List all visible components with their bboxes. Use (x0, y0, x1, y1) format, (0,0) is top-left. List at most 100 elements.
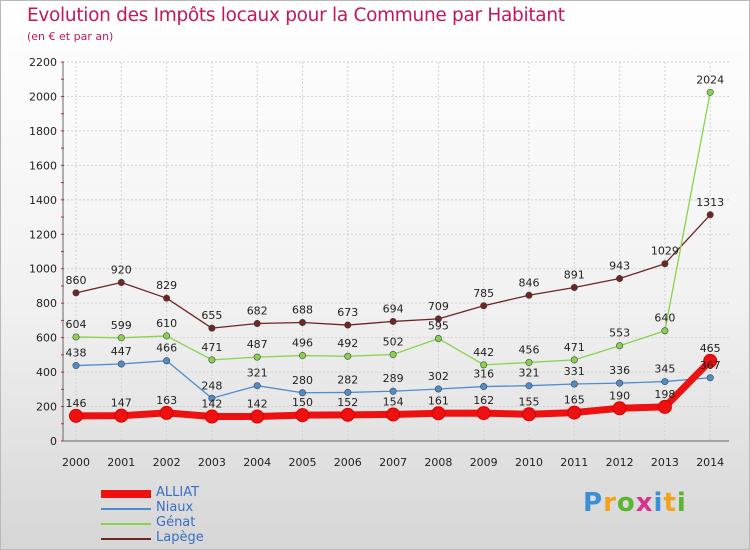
data-point (661, 327, 669, 335)
data-label: 2024 (696, 73, 724, 86)
data-label: 466 (156, 342, 177, 355)
data-label: 595 (428, 319, 449, 332)
data-label: 492 (337, 337, 358, 350)
data-point (344, 321, 352, 329)
data-point (163, 294, 171, 302)
y-tick-label: 200 (36, 401, 57, 414)
data-point (480, 383, 488, 391)
data-point (117, 334, 125, 342)
legend-swatch (101, 508, 151, 510)
legend-swatch (101, 538, 151, 540)
data-point (250, 409, 265, 424)
data-label: 147 (111, 397, 132, 410)
data-point (253, 320, 261, 328)
data-label: 161 (428, 394, 449, 407)
legend-item: ALLIAT (101, 485, 301, 502)
legend: ALLIAT Niaux Génat Lapège (101, 485, 301, 547)
data-label: 198 (654, 388, 675, 401)
y-tick-label: 1000 (29, 263, 57, 276)
data-label: 280 (292, 374, 313, 387)
data-point (434, 385, 442, 393)
data-point (389, 317, 397, 325)
y-tick-label: 1800 (29, 125, 57, 138)
x-tick-label: 2004 (243, 456, 271, 469)
data-point (522, 407, 536, 422)
x-tick-label: 2002 (153, 456, 181, 469)
data-label: 163 (156, 394, 177, 407)
data-point (204, 409, 219, 424)
data-label: 316 (473, 368, 494, 381)
data-label: 447 (111, 345, 132, 358)
data-point (616, 275, 624, 283)
series-layer (69, 88, 718, 424)
data-label: 688 (292, 303, 313, 316)
x-tick-label: 2001 (107, 456, 135, 469)
data-point (476, 406, 491, 421)
data-label: 142 (201, 398, 222, 411)
x-tick-label: 2011 (560, 456, 588, 469)
data-point (612, 401, 627, 416)
data-label: 943 (609, 260, 630, 273)
data-label: 165 (564, 394, 585, 407)
data-point (298, 318, 306, 326)
data-label: 471 (201, 341, 222, 354)
data-point (117, 360, 125, 368)
legend-item: Lapège (101, 530, 301, 547)
data-point (159, 405, 174, 420)
data-label: 553 (609, 327, 630, 340)
data-label: 142 (247, 398, 268, 411)
data-label: 321 (247, 367, 268, 380)
data-point (616, 342, 624, 350)
data-point (703, 353, 718, 368)
data-label: 860 (66, 274, 87, 287)
legend-label: ALLIAT (156, 485, 200, 500)
data-point (344, 388, 352, 396)
y-tick-label: 800 (36, 297, 57, 310)
data-point (525, 382, 533, 390)
legend-label: Lapège (156, 530, 204, 545)
data-label: 655 (201, 309, 222, 322)
data-point (389, 387, 397, 395)
y-tick-label: 600 (36, 332, 57, 345)
x-tick-label: 2008 (424, 456, 452, 469)
data-label: 1029 (651, 245, 679, 258)
data-label: 302 (428, 370, 449, 383)
data-labels: 146 147 163 142 142 150 152 154 161 162 155 165 190 1… (66, 73, 725, 410)
x-tick-label: 2014 (696, 456, 724, 469)
data-point (480, 361, 488, 369)
data-point (706, 374, 714, 382)
data-label: 152 (337, 396, 358, 409)
legend-label: Niaux (156, 500, 194, 515)
data-point (253, 382, 261, 390)
legend-label: Génat (156, 515, 196, 530)
data-point (525, 358, 533, 366)
data-point (386, 407, 401, 422)
grid-lines (63, 61, 729, 442)
data-label: 336 (609, 364, 630, 377)
data-point (389, 351, 397, 359)
x-tick-label: 2010 (515, 456, 543, 469)
data-label: 282 (337, 373, 358, 386)
data-label: 846 (519, 276, 540, 289)
data-label: 640 (654, 312, 675, 325)
x-tick-label: 2013 (651, 456, 679, 469)
data-point (295, 408, 310, 423)
data-label: 345 (654, 363, 675, 376)
data-point (208, 356, 216, 364)
data-point (431, 406, 446, 421)
data-point (340, 407, 355, 422)
data-point (434, 315, 442, 323)
data-label: 502 (383, 336, 404, 349)
x-tick-label: 2006 (334, 456, 362, 469)
x-tick-label: 2003 (198, 456, 226, 469)
x-tick-label: 2012 (606, 456, 634, 469)
x-tick-label: 2009 (470, 456, 498, 469)
data-point (298, 389, 306, 397)
data-label: 471 (564, 341, 585, 354)
data-label: 604 (66, 318, 87, 331)
data-label: 155 (519, 395, 540, 408)
data-label: 785 (473, 287, 494, 300)
data-label: 829 (156, 279, 177, 292)
data-point (661, 378, 669, 386)
